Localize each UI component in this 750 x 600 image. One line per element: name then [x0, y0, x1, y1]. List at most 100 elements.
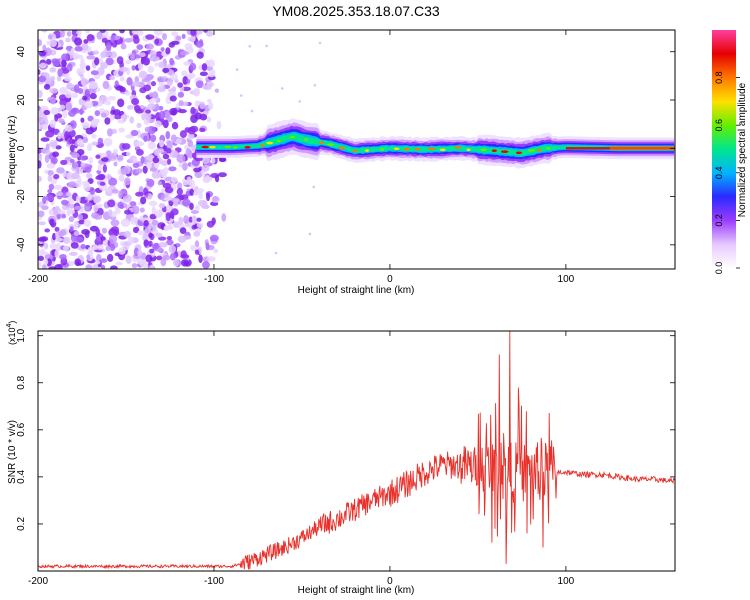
noise-blob [57, 263, 63, 269]
noise-blob [111, 188, 119, 194]
spectrogram-x-tick-label: -200 [28, 274, 48, 285]
noise-blob [124, 209, 132, 215]
colorbar-gradient [712, 30, 736, 268]
noise-blob [71, 172, 80, 180]
noise-blob [65, 102, 72, 112]
spectrogram-frame [37, 29, 676, 270]
noise-blob [56, 191, 64, 197]
ridge-hotspot [480, 148, 487, 152]
noise-blob [77, 88, 84, 95]
noise-blob [209, 69, 216, 76]
noise-blob [74, 37, 83, 46]
noise-blob [154, 62, 160, 67]
noise-blob [101, 37, 108, 43]
noise-blob [61, 213, 67, 219]
spectrogram-x-tick-label: 100 [558, 274, 575, 285]
noise-blob [65, 37, 71, 43]
noise-blob [157, 157, 163, 165]
noise-blob [158, 61, 165, 69]
noise-blob [87, 193, 93, 201]
noise-blob [102, 80, 110, 90]
noise-blob [198, 254, 203, 263]
noise-blob [118, 175, 125, 182]
noise-blob [206, 256, 216, 262]
spectrogram-x-tick-label: 0 [387, 274, 393, 285]
snr-x-axis: -200 -100 0 100 [28, 331, 575, 587]
noise-blob [53, 173, 60, 180]
noise-blob [121, 143, 131, 150]
noise-blob [179, 227, 187, 235]
noise-blob [59, 104, 66, 110]
noise-blob [66, 82, 73, 90]
noise-blob [59, 229, 67, 236]
ridge-hotspot [209, 145, 216, 149]
noise-blob [59, 86, 68, 94]
noise-blob [205, 242, 210, 251]
noise-blob [64, 156, 73, 162]
noise-blob [171, 121, 179, 130]
noise-blob [177, 82, 183, 88]
noise-blob [45, 143, 50, 152]
noise-blob [84, 100, 94, 109]
noise-blob [125, 59, 132, 65]
noise-blob [55, 145, 62, 150]
noise-blob [143, 187, 149, 196]
noise-blob [152, 224, 157, 232]
noise-blob [45, 130, 55, 138]
noise-blob [178, 162, 183, 168]
noise-blob [112, 109, 121, 115]
spectrogram-y-tick-label: 40 [16, 46, 27, 58]
noise-blob [114, 80, 119, 87]
noise-blob [188, 72, 196, 79]
noise-blob [123, 230, 131, 238]
noise-blob [148, 240, 153, 248]
noise-blob [130, 129, 139, 137]
noise-blob [81, 228, 91, 235]
noise-blob [146, 178, 155, 187]
noise-blob [207, 98, 212, 103]
noise-blob [41, 264, 47, 269]
noise-blob [169, 57, 174, 66]
noise-blob [92, 50, 100, 55]
noise-blob [180, 51, 190, 56]
noise-blob [145, 43, 154, 50]
noise-blob [73, 220, 79, 230]
noise-blob [154, 38, 160, 45]
noise-blob [120, 241, 125, 247]
noise-blob [159, 139, 165, 148]
noise-blob [204, 175, 211, 184]
colorbar-ticks: 0.0 0.2 0.4 0.6 0.8 [714, 71, 740, 274]
noise-blob [115, 208, 121, 215]
noise-blob [129, 201, 137, 207]
noise-blob [97, 66, 105, 76]
noise-blob [91, 134, 97, 139]
noise-blob [198, 191, 203, 200]
noise-blob [145, 109, 152, 114]
noise-blob [136, 122, 142, 129]
noise-blob [169, 107, 178, 116]
colorbar: 0.0 0.2 0.4 0.6 0.8 Normalized spectral ampl… [712, 30, 748, 274]
noise-blob [70, 47, 75, 53]
noise-blob [99, 181, 106, 186]
noise-blob [161, 51, 167, 57]
noise-blob [49, 87, 59, 94]
noise-blob [147, 224, 152, 230]
noise-blob [38, 105, 41, 112]
noise-blob [135, 108, 144, 114]
frequency-ridge [196, 118, 675, 169]
noise-blob [48, 208, 55, 216]
noise-blob [56, 167, 65, 174]
noise-dot [308, 232, 312, 236]
noise-blob [105, 150, 112, 156]
noise-blob [50, 107, 59, 115]
noise-blob [97, 137, 104, 145]
noise-blob [42, 195, 47, 205]
noise-blob [163, 145, 168, 152]
noise-blob [143, 239, 149, 247]
noise-blob [93, 260, 101, 265]
noise-blob [183, 235, 192, 240]
noise-blob [146, 161, 153, 170]
noise-blob [130, 216, 138, 225]
noise-blob [183, 215, 189, 224]
